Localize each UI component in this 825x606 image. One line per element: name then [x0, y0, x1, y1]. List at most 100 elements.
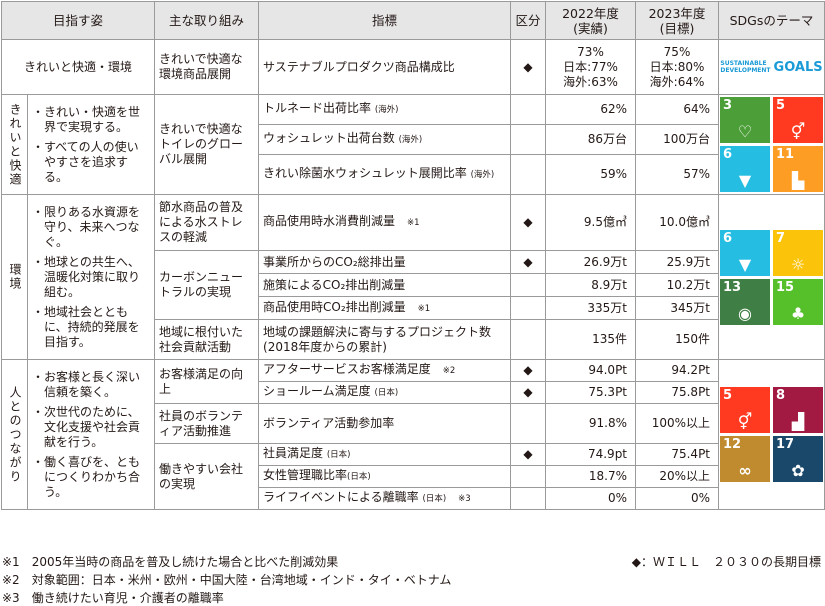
- goal-bullet: 地域社会とともに、持続的発展を目指す。: [32, 305, 150, 350]
- table-row: 地域に根付いた社会貢献活動 地域の課題解決に寄与するプロジェクト数(2018年度…: [2, 319, 825, 360]
- section-label-people: 人とのつながり: [1, 359, 28, 510]
- initiative-cell: お客様満足の向上: [154, 359, 260, 404]
- initiative-cell: 社員のボランティア活動推進: [154, 403, 260, 444]
- indicator-cell: ボランティア活動参加率: [258, 403, 512, 444]
- category-cell: [510, 319, 547, 360]
- sdg-goal-7-tile: 7 ☼: [773, 229, 824, 276]
- fy2023-value: 25.9万t: [635, 250, 720, 274]
- indicator-cell: トルネード出荷比率 (海外): [258, 94, 512, 125]
- fy2023-value: 10.2万t: [635, 273, 720, 297]
- fy2022-value: 0%: [545, 487, 637, 510]
- indicator-cell: ウォシュレット出荷台数 (海外): [258, 124, 512, 155]
- sdg-goal-number: 7: [776, 230, 786, 246]
- city-icon: ▙: [791, 171, 805, 190]
- sdg-logo-line1: SUSTAINABLE: [720, 60, 767, 67]
- fy2022-value: 62%: [545, 94, 637, 125]
- indicator-cell: 商品使用時CO₂排出削減量 ※1: [258, 296, 512, 320]
- sdg-tiles-group3: 5 ⚥ 8 ▟ 12 ∞ 17 ✿: [718, 359, 825, 510]
- initiative-cell: 働きやすい会社の実現: [154, 443, 260, 510]
- goal-bullet: きれい・快適を世界で実現する。: [32, 105, 150, 135]
- fy2023-value: 75% 日本:80% 海外:64%: [635, 39, 720, 95]
- goal-cell: きれいと快適・環境: [0, 39, 156, 95]
- header-indicator: 指標: [258, 1, 512, 40]
- will2030-mark: ◆: [510, 381, 547, 404]
- sdg-goal-8-tile: 8 ▟: [773, 387, 824, 433]
- heartbeat-icon: ♡: [737, 122, 753, 141]
- fy2023-value: 345万t: [635, 296, 720, 320]
- water-drop-icon: ▼: [738, 171, 752, 190]
- sdg-goal-number: 3: [723, 98, 733, 113]
- sdg-goal-number: 17: [776, 437, 795, 452]
- category-cell: [510, 154, 547, 195]
- sdg-goal-number: 8: [776, 388, 786, 403]
- fy2022-value: 86万台: [545, 124, 637, 155]
- flower-icon: ✿: [791, 461, 805, 480]
- fy2023-value: 57%: [635, 154, 720, 195]
- sdg-goal-6-tile: 6 ▼: [720, 146, 771, 192]
- fy2023-value: 75.4Pt: [635, 443, 720, 466]
- goal-bullet: 次世代のために、文化支援や社会貢献を行う。: [32, 405, 150, 450]
- indicator-cell: 事業所からのCO₂総排出量: [258, 250, 512, 274]
- goal-bullet: お客様と長く深い信頼を築く。: [32, 370, 150, 400]
- will2030-mark: ◆: [510, 250, 547, 274]
- water-drop-icon: ▼: [738, 254, 752, 274]
- sdg-goal-3-tile: 3 ♡: [720, 97, 771, 143]
- table-row: 環境 限りある水資源を守り、未来へつなぐ。 地球との共生へ、温暖化対策に取り組む…: [1, 194, 825, 360]
- infinity-icon: ∞: [738, 461, 752, 480]
- sdg-goal-17-tile: 17 ✿: [773, 436, 824, 482]
- section-label-kirei: きれいと快適: [1, 94, 28, 195]
- indicator-cell: 商品使用時水消費削減量 ※1: [258, 194, 512, 251]
- sdg-logo-line2: DEVELOPMENT: [720, 67, 771, 74]
- will2030-mark: ◆: [510, 194, 547, 251]
- sdg-logo-goals: GOALS: [773, 59, 823, 75]
- fy2023-value: 150件: [635, 319, 720, 360]
- table-row: 働きやすい会社の実現 社員満足度 (日本) ◆ 74.9pt 75.4Pt: [2, 443, 825, 510]
- fy2022-value: 91.8%: [545, 403, 637, 444]
- sdg-goal-number: 6: [723, 230, 733, 246]
- fy2023-value: 0%: [635, 487, 720, 510]
- header-fy2022: 2022年度 (実績): [545, 1, 637, 40]
- fy2022-value: 75.3Pt: [545, 381, 637, 404]
- sdg-goal-number: 5: [776, 98, 786, 113]
- sdg-goal-number: 15: [776, 279, 795, 295]
- sdg-goal-13-tile: 13 ◉: [720, 278, 771, 325]
- table-row: 人とのつながり お客様と長く深い信頼を築く。 次世代のために、文化支援や社会貢献…: [1, 359, 825, 510]
- header-category: 区分: [510, 1, 547, 40]
- category-cell: [510, 465, 547, 488]
- fy2023-value: 100万台: [635, 124, 720, 155]
- will2030-mark: ◆: [510, 443, 547, 466]
- goal-bullets: きれい・快適を世界で実現する。 すべての人の使いやすさを追求する。: [26, 94, 156, 195]
- header-goal: 目指す姿: [0, 1, 156, 40]
- sdg-goal-11-tile: 11 ▙: [773, 146, 824, 192]
- sdg-goal-15-tile: 15 ♣: [773, 278, 824, 325]
- sdg-goal-5-tile: 5 ⚥: [720, 387, 771, 433]
- table-row: 女性管理職比率(日本) 18.7% 20%以上: [2, 465, 825, 488]
- targets-table: 目指す姿 主な取り組み 指標 区分 2022年度 (実績) 2023年度 (目標…: [0, 1, 825, 510]
- table-row: 施策によるCO₂排出削減量 8.9万t 10.2万t: [2, 273, 825, 297]
- category-cell: [510, 124, 547, 155]
- indicator-cell: 社員満足度 (日本): [258, 443, 512, 466]
- goal-bullet: 限りある水資源を守り、未来へつなぐ。: [32, 205, 150, 250]
- indicator-cell: きれい除菌水ウォシュレット展開比率 (海外): [258, 154, 512, 195]
- goal-bullet: 働く喜びを、ともにつくりわかち合う。: [32, 455, 150, 500]
- fy2023-value: 10.0億㎥: [635, 194, 720, 251]
- sdg-goal-number: 12: [723, 437, 742, 452]
- initiative-cell: 節水商品の普及による水ストレスの軽減: [154, 194, 260, 251]
- tree-icon: ♣: [790, 303, 806, 323]
- fy2022-value: 18.7%: [545, 465, 637, 488]
- category-cell: [510, 94, 547, 125]
- will2030-mark: ◆: [510, 39, 547, 95]
- header-sdgs: SDGsのテーマ: [718, 1, 825, 40]
- fy2022-value: 8.9万t: [545, 273, 637, 297]
- table-row: きれいと快適・環境 きれいで快適な環境商品展開 サステナブルプロダクツ商品構成比…: [0, 39, 825, 95]
- sdg-tiles-group1: 3 ♡ 5 ⚥ 6 ▼ 11 ▙: [718, 94, 825, 195]
- sun-icon: ☼: [790, 254, 806, 274]
- fy2022-value: 26.9万t: [545, 250, 637, 274]
- section-label-env: 環境: [1, 194, 28, 360]
- fy2023-value: 94.2Pt: [635, 359, 720, 382]
- sdg-logo: SUSTAINABLE DEVELOPMENT GOALS: [718, 39, 825, 95]
- goal-bullets: お客様と長く深い信頼を築く。 次世代のために、文化支援や社会貢献を行う。 働く喜…: [26, 359, 156, 510]
- category-cell: [510, 487, 547, 510]
- table-row: 商品使用時CO₂排出削減量 ※1 335万t 345万t: [2, 296, 825, 320]
